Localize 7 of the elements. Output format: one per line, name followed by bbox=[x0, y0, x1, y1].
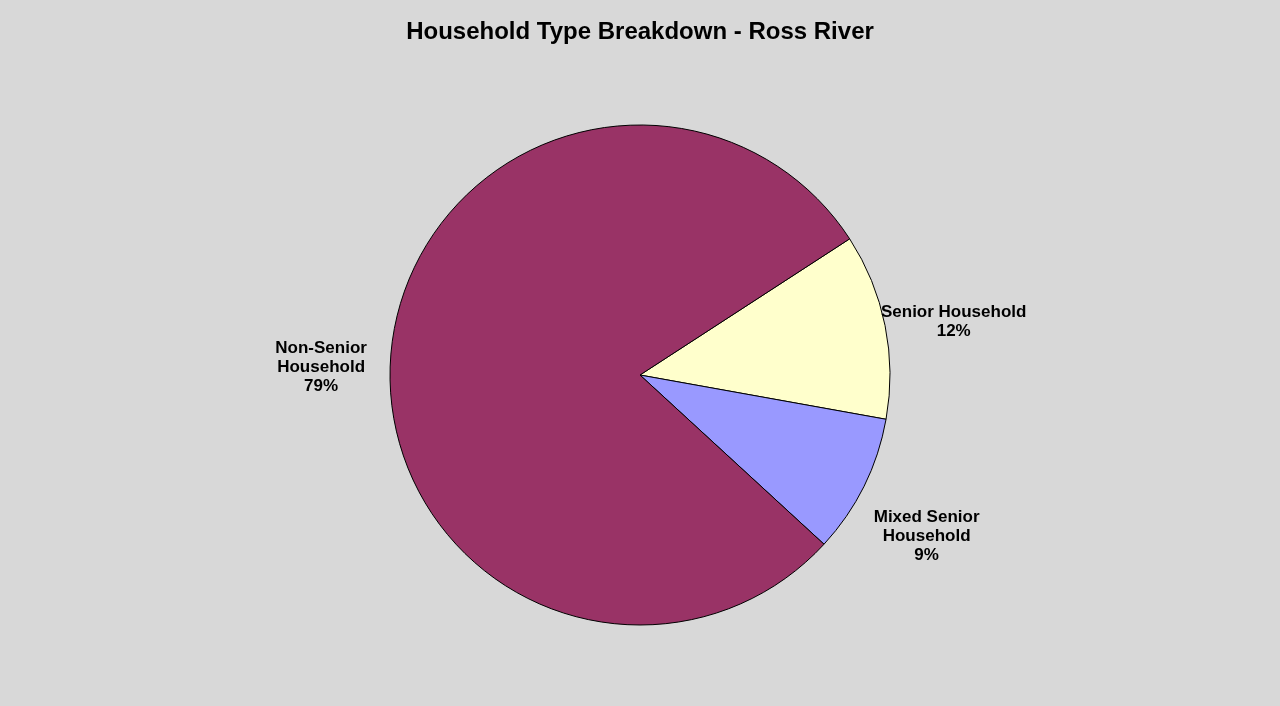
data-label: 12% bbox=[936, 320, 971, 340]
data-label: 79% bbox=[304, 376, 339, 396]
slice-label: Senior Household bbox=[880, 301, 1027, 321]
data-label: 9% bbox=[914, 545, 939, 565]
slice-label: Non-Senior Household bbox=[275, 338, 368, 377]
chart-title: Household Type Breakdown - Ross River bbox=[406, 17, 874, 44]
slice-label: Mixed Senior Household bbox=[873, 507, 980, 546]
